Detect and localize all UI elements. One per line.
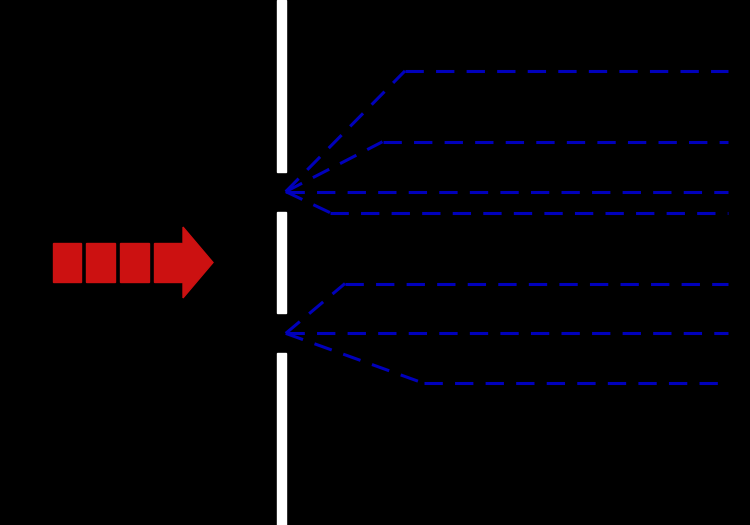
Bar [277,0,286,172]
Bar [120,243,148,282]
Bar [154,243,182,282]
Bar [277,353,286,525]
Bar [53,243,81,282]
Bar [277,212,286,313]
Bar [86,243,115,282]
Polygon shape [183,227,213,298]
